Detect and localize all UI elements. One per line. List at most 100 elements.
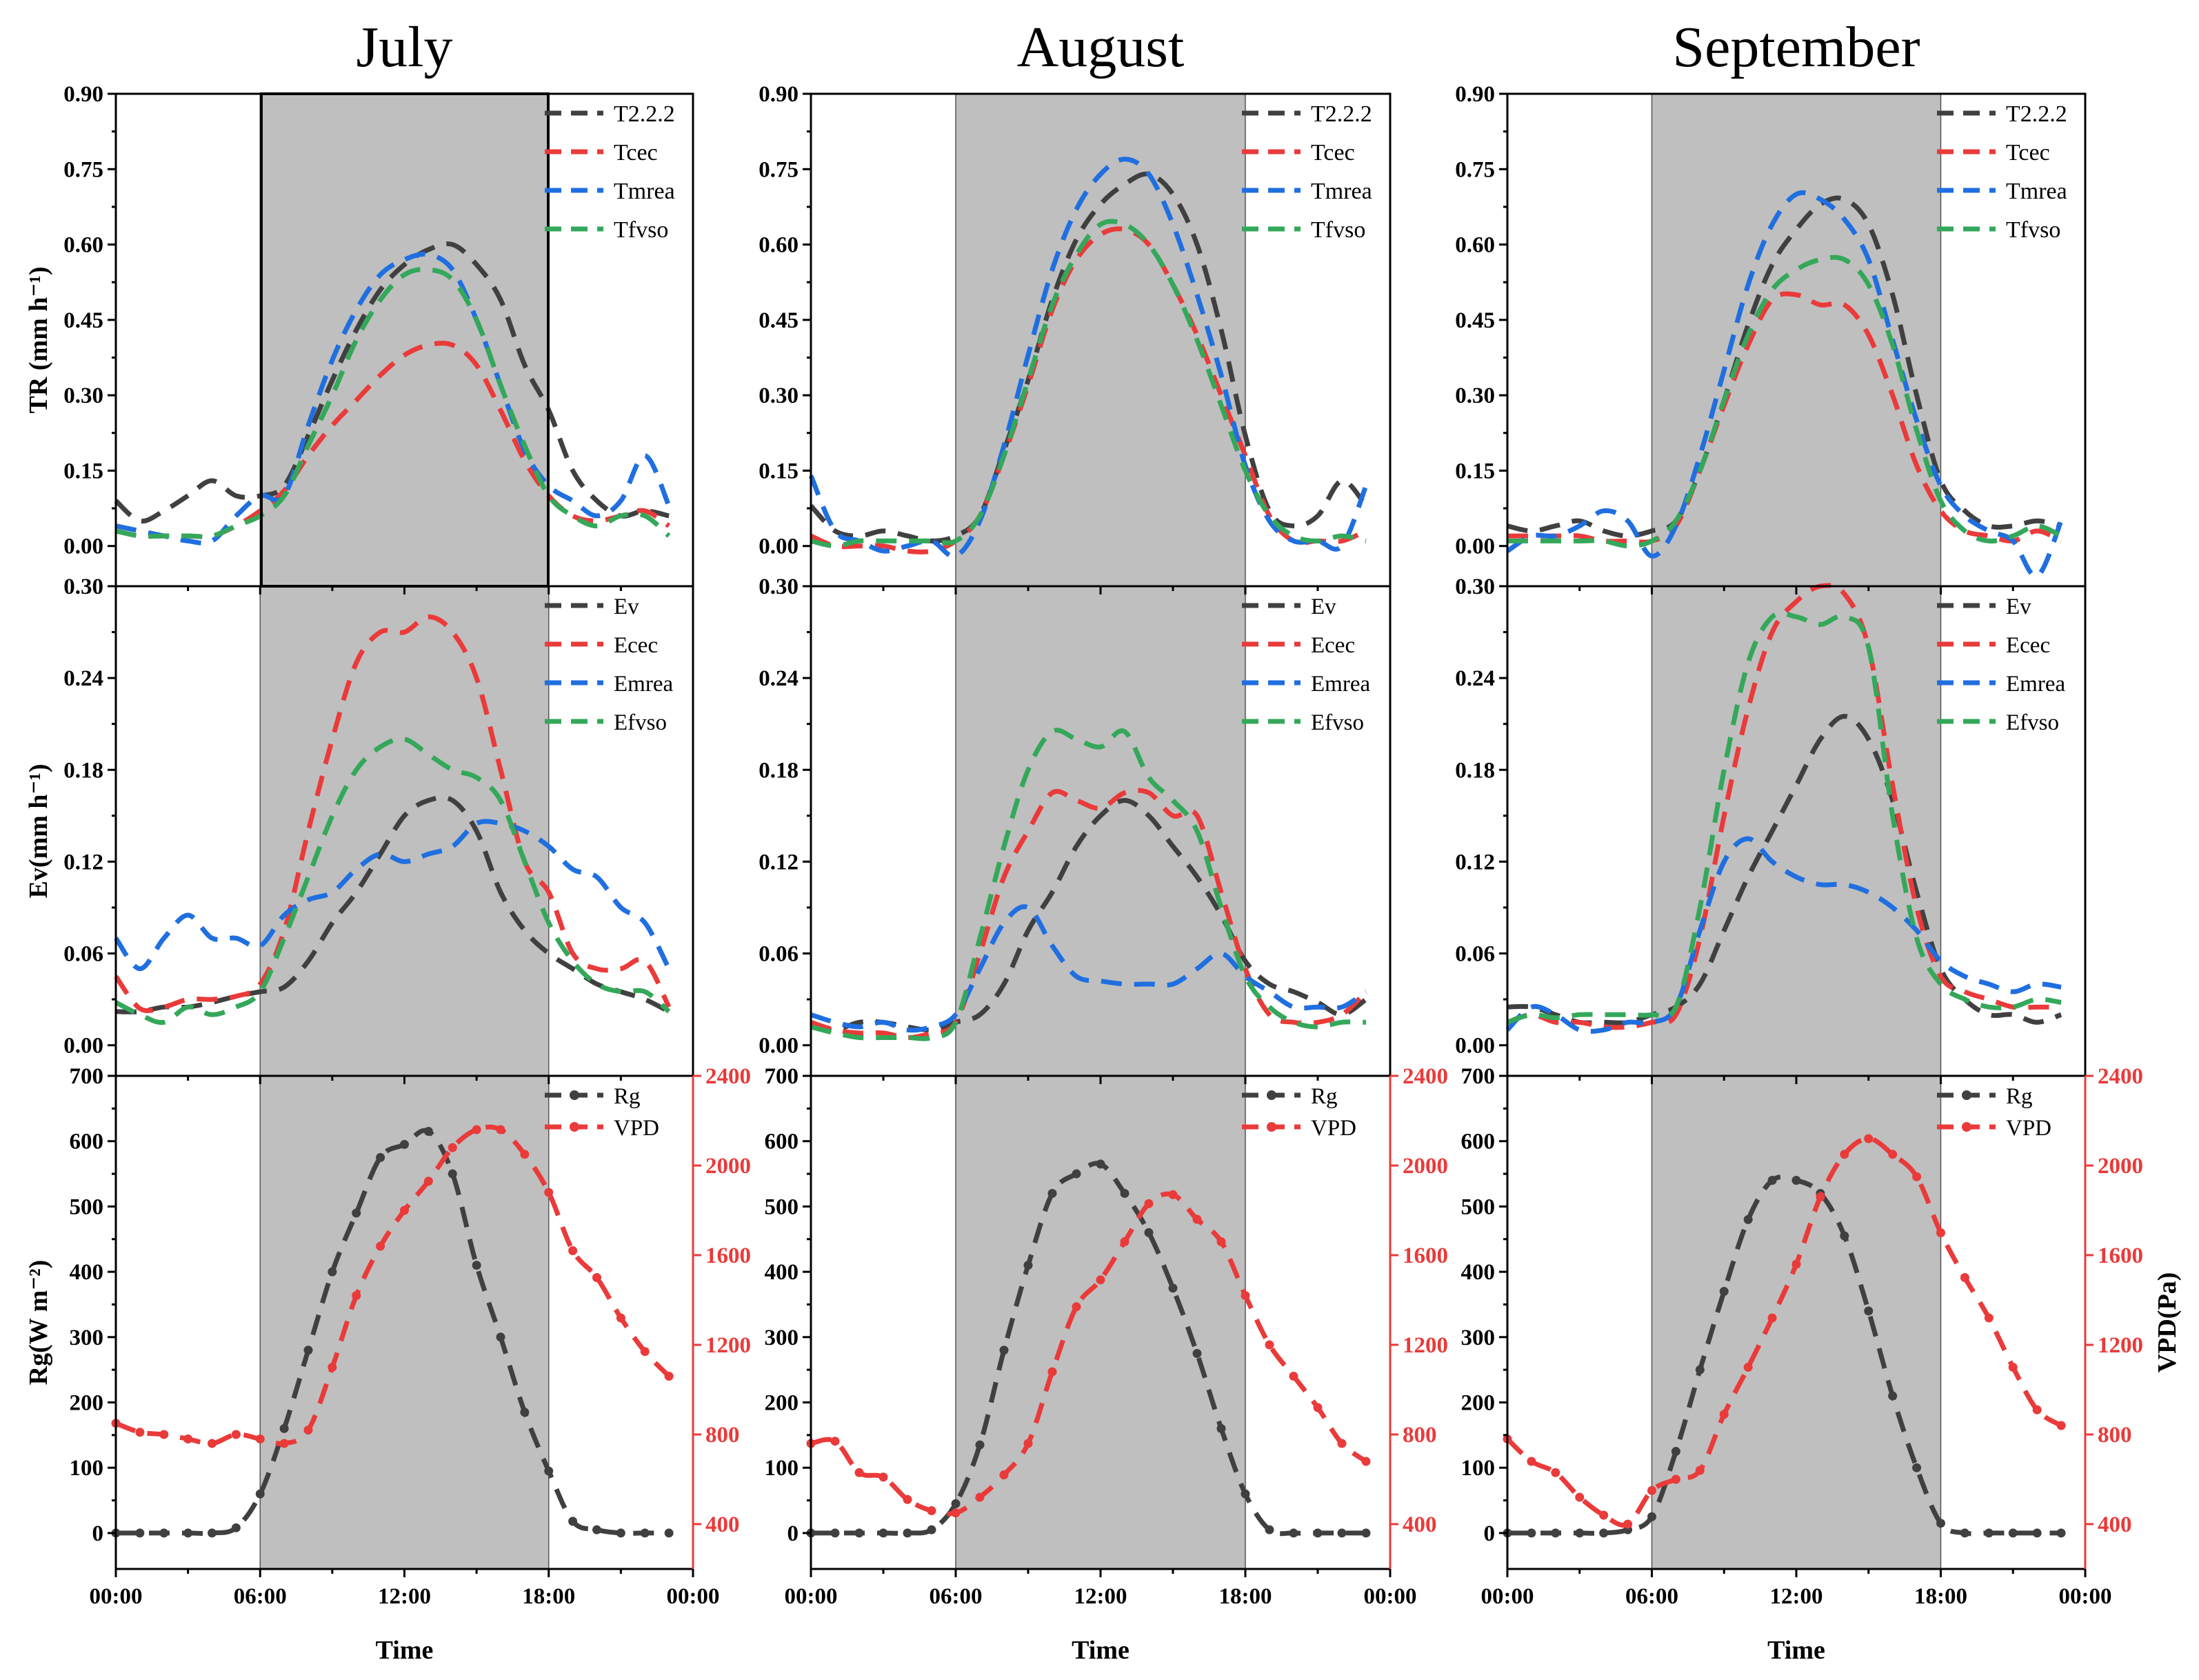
vpd-point-met-september-19 — [1960, 1273, 1969, 1282]
rg-point-met-august-8 — [999, 1346, 1009, 1355]
frame-layer — [108, 92, 2093, 1577]
vpd-point-met-august-12 — [1096, 1275, 1105, 1285]
y2-tick-label-met-july-0: 400 — [705, 1512, 740, 1537]
y-tick-label-ev-august-3: 0.18 — [759, 758, 799, 783]
vpd-point-met-september-18 — [1936, 1228, 1945, 1237]
y-tick-label-tr-august-1: 0.15 — [759, 459, 799, 483]
vpd-point-met-august-6 — [951, 1508, 961, 1518]
y-tick-label-tr-july-2: 0.30 — [63, 383, 103, 408]
y-tick-label-tr-september-1: 0.15 — [1455, 459, 1495, 483]
vpd-point-met-august-23 — [1361, 1457, 1371, 1466]
vpd-point-met-september-2 — [1551, 1468, 1560, 1477]
vpd-point-met-september-1 — [1527, 1457, 1536, 1466]
series-efvso-ev-july — [114, 737, 671, 1026]
vpd-point-met-july-17 — [520, 1150, 530, 1159]
series-rg-met-july — [116, 1128, 670, 1536]
vpd-point-met-august-15 — [1168, 1190, 1178, 1199]
daytime-band-ev-august — [955, 586, 1246, 1077]
rg-point-met-july-12 — [400, 1139, 409, 1149]
y-tick-label-tr-july-3: 0.45 — [63, 308, 103, 333]
vpd-point-met-september-22 — [2032, 1405, 2042, 1414]
vpd-point-met-july-21 — [616, 1313, 625, 1323]
vpd-point-met-july-3 — [183, 1434, 193, 1443]
vpd-point-met-august-14 — [1144, 1199, 1154, 1208]
y2-tick-label-met-september-4: 2000 — [2098, 1154, 2143, 1179]
x-axis-label-july: Time — [376, 1636, 434, 1665]
y-tick-label-ev-september-5: 0.30 — [1455, 574, 1495, 599]
rg-point-met-july-2 — [159, 1528, 169, 1538]
vpd-point-met-august-8 — [999, 1470, 1009, 1479]
y-tick-label-tr-august-2: 0.30 — [759, 383, 799, 408]
legend-marker-met-july-1 — [570, 1122, 579, 1132]
y2-tick-label-met-august-3: 1600 — [1403, 1243, 1448, 1268]
y-tick-label-tr-september-6: 0.90 — [1455, 82, 1495, 107]
legend-label-ev-july-0: Ev — [614, 594, 639, 619]
vpd-point-met-july-1 — [135, 1428, 145, 1437]
y-axis-label-met: Rg(W m⁻²) — [24, 1260, 53, 1386]
rg-point-met-august-12 — [1096, 1159, 1105, 1169]
x-tick-label-met-august-3: 18:00 — [1219, 1584, 1272, 1609]
y2-axis-label-met: VPD(Pa) — [2153, 1272, 2182, 1373]
y-tick-label-tr-july-1: 0.15 — [63, 459, 103, 483]
x-tick-label-met-july-4: 00:00 — [667, 1584, 720, 1609]
y-tick-label-met-september-3: 300 — [1461, 1326, 1496, 1350]
vpd-point-met-september-4 — [1599, 1510, 1609, 1520]
rg-point-met-september-6 — [1647, 1512, 1656, 1521]
rg-point-met-july-3 — [183, 1528, 193, 1538]
vpd-point-met-july-14 — [448, 1143, 457, 1152]
y-tick-label-tr-september-2: 0.30 — [1455, 383, 1495, 408]
y-tick-label-ev-september-4: 0.24 — [1455, 666, 1495, 691]
rg-point-met-august-17 — [1216, 1423, 1226, 1433]
legend-marker-met-september-0 — [1962, 1090, 1971, 1100]
series-t222-tr-july — [114, 241, 670, 524]
vpd-point-met-september-9 — [1719, 1410, 1729, 1419]
y-tick-label-met-july-0: 0 — [92, 1521, 104, 1546]
y-tick-label-met-august-4: 400 — [765, 1260, 799, 1285]
rg-point-met-august-9 — [1023, 1261, 1033, 1270]
rg-point-met-august-1 — [830, 1528, 840, 1538]
y-tick-label-tr-july-5: 0.75 — [63, 157, 103, 182]
x-tick-label-met-september-3: 18:00 — [1914, 1584, 1967, 1609]
rg-point-met-july-8 — [303, 1346, 313, 1355]
y-tick-label-ev-august-1: 0.06 — [759, 942, 799, 967]
vpd-point-met-july-8 — [303, 1426, 313, 1434]
vpd-point-met-august-19 — [1265, 1340, 1274, 1350]
vpd-point-met-july-5 — [231, 1430, 241, 1439]
y-tick-label-ev-september-0: 0.00 — [1455, 1034, 1495, 1059]
rg-point-met-july-15 — [472, 1261, 481, 1270]
column-title-september: September — [1672, 15, 1920, 79]
rg-point-met-august-7 — [975, 1440, 985, 1450]
vpd-point-met-july-12 — [400, 1206, 409, 1215]
y-tick-label-met-july-1: 100 — [70, 1456, 104, 1481]
legend-label-ev-august-1: Ecec — [1311, 633, 1355, 658]
rg-point-met-september-3 — [1575, 1528, 1585, 1538]
series-ecec-ev-september — [1506, 583, 2062, 1030]
vpd-point-met-september-10 — [1743, 1363, 1753, 1372]
rg-point-met-august-23 — [1361, 1528, 1371, 1538]
y2-tick-label-met-july-1: 800 — [705, 1423, 740, 1448]
legend-label-ev-september-2: Emrea — [2006, 672, 2065, 697]
x-tick-label-met-july-3: 18:00 — [522, 1584, 575, 1609]
rg-point-met-july-10 — [352, 1208, 361, 1218]
legend-label-tr-september-2: Tmrea — [2006, 179, 2067, 204]
legend-label-ev-september-0: Ev — [2006, 594, 2031, 619]
rg-point-met-september-10 — [1743, 1214, 1753, 1224]
rg-point-met-july-9 — [328, 1267, 337, 1277]
rg-point-met-july-17 — [520, 1408, 530, 1417]
y-tick-label-tr-august-0: 0.00 — [759, 534, 799, 559]
series-tcec-tr-september — [1507, 291, 2062, 545]
y-tick-label-met-july-5: 500 — [70, 1194, 104, 1219]
rg-point-met-july-1 — [135, 1528, 145, 1538]
rg-point-met-july-5 — [231, 1523, 241, 1532]
legend-label-met-august-0: Rg — [1311, 1084, 1338, 1109]
vpd-point-met-july-13 — [423, 1177, 433, 1186]
x-tick-label-met-september-0: 00:00 — [1481, 1584, 1534, 1609]
column-title-july: July — [356, 15, 452, 79]
legend-label-tr-july-0: T2.2.2 — [614, 101, 675, 127]
y-tick-label-met-september-6: 600 — [1461, 1130, 1496, 1154]
legend-label-met-july-1: VPD — [614, 1116, 659, 1141]
rg-point-met-august-10 — [1047, 1188, 1057, 1198]
vpd-point-met-september-8 — [1695, 1466, 1705, 1475]
x-tick-label-met-july-1: 06:00 — [234, 1584, 287, 1609]
